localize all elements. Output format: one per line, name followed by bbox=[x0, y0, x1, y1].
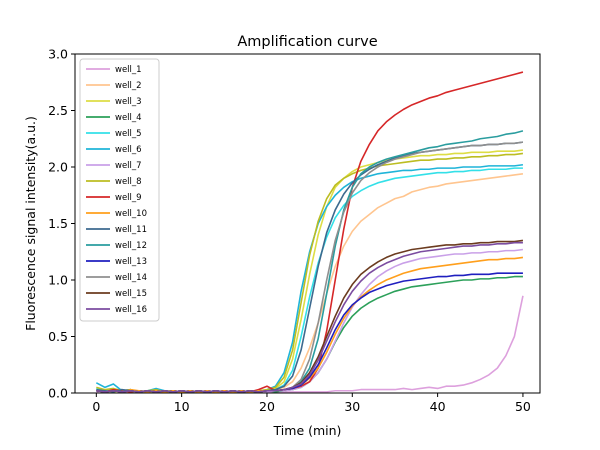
x-axis: 0 10 20 30 40 50 bbox=[92, 393, 531, 414]
legend-entry-label: well_3 bbox=[115, 97, 142, 107]
legend-entry-label: well_7 bbox=[115, 161, 142, 171]
x-tick-label: 10 bbox=[174, 399, 190, 414]
x-tick-label: 30 bbox=[344, 399, 360, 414]
legend-entry-label: well_11 bbox=[115, 225, 147, 235]
legend-entry-label: well_14 bbox=[115, 273, 147, 283]
series-layer bbox=[95, 71, 524, 393]
y-axis-label: Fluorescence signal intensity(a.u.) bbox=[23, 116, 38, 331]
y-axis: 0.0 0.5 1.0 1.5 2.0 2.5 3.0 bbox=[48, 47, 75, 401]
y-tick-label: 0.0 bbox=[48, 386, 68, 401]
legend-entry-label: well_10 bbox=[115, 209, 147, 219]
legend-entry-label: well_1 bbox=[115, 65, 142, 75]
y-tick-label: 2.0 bbox=[48, 160, 68, 175]
legend-entry-label: well_6 bbox=[115, 145, 142, 155]
x-tick-label: 20 bbox=[259, 399, 275, 414]
legend: well_1 well_2 well_3 well_4 well_5 well_6well… bbox=[79, 58, 160, 322]
legend-entry-label: well_12 bbox=[115, 241, 147, 251]
x-axis-label: Time (min) bbox=[273, 423, 342, 438]
y-tick-label: 0.5 bbox=[48, 329, 68, 344]
legend-entry-label: well_2 bbox=[115, 81, 142, 91]
x-tick-label: 0 bbox=[92, 399, 100, 414]
legend-entry-label: well_8 bbox=[115, 177, 142, 187]
series-line-well-16 bbox=[96, 241, 523, 393]
legend-entry-label: well_9 bbox=[115, 193, 142, 203]
legend-entry-label: well_13 bbox=[115, 257, 147, 267]
chart-title: Amplification curve bbox=[237, 34, 377, 50]
legend-box bbox=[79, 58, 160, 322]
x-tick-label: 40 bbox=[430, 399, 446, 414]
legend-entry-label: well_5 bbox=[115, 129, 142, 139]
y-tick-label: 2.5 bbox=[48, 103, 68, 118]
y-tick-label: 1.0 bbox=[48, 273, 68, 288]
y-tick-label: 1.5 bbox=[48, 216, 68, 231]
x-tick-label: 50 bbox=[515, 399, 531, 414]
legend-entry-label: well_4 bbox=[115, 113, 142, 123]
legend-entry-label: well_15 bbox=[115, 289, 147, 299]
y-tick-label: 3.0 bbox=[48, 47, 68, 62]
legend-entry-label: well_16 bbox=[115, 305, 147, 315]
